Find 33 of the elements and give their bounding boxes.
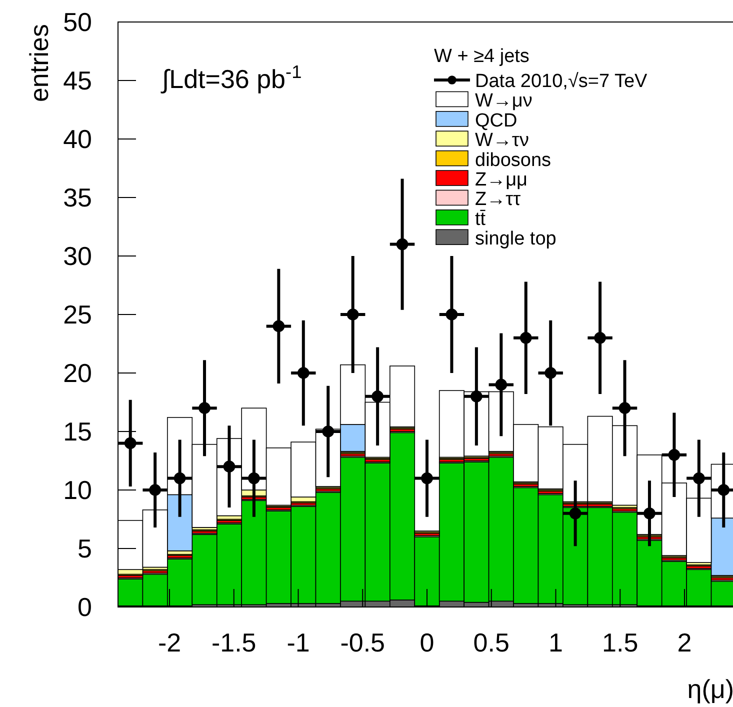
x-tick-label: -1	[286, 627, 310, 658]
legend-label: single top	[475, 228, 556, 250]
y-tick-label: 50	[63, 7, 92, 38]
x-tick-label: 2	[677, 627, 692, 658]
x-tick-label: -1.5	[211, 627, 256, 658]
annotation: ∫Ldt=36 pb$^{-1}$	[160, 62, 302, 94]
x-tick-label: 0.5	[473, 627, 510, 658]
legend-label: tt̄	[475, 208, 486, 230]
y-tick-label: 45	[63, 66, 92, 96]
legend-label: W→τν	[475, 130, 529, 152]
legend-label: QCD	[475, 110, 518, 132]
y-tick-label: 10	[63, 475, 92, 506]
x-tick-label: -0.5	[340, 627, 386, 658]
y-axis-title: entries	[24, 24, 54, 102]
y-tick-label: 25	[63, 300, 92, 330]
y-tick-label: 0	[78, 592, 92, 622]
x-tick-label: 0	[420, 627, 434, 658]
x-tick-label: 1.5	[602, 627, 638, 658]
legend-label: Z→μμ	[475, 170, 528, 190]
x-tick-label: 1	[548, 627, 563, 658]
y-tick-label: 20	[63, 358, 92, 388]
legend-title: W + ≥4 jets	[434, 46, 530, 67]
legend-label: dibosons	[475, 150, 552, 171]
legend-label: Data 2010,√s=7 TeV	[475, 71, 648, 92]
x-tick-label: -2	[158, 627, 182, 658]
legend-label: W→μν	[475, 90, 532, 112]
y-tick-label: 40	[63, 124, 92, 154]
legend-label: Z→ττ	[475, 189, 522, 210]
y-tick-label: 35	[63, 182, 92, 213]
y-tick-label: 5	[78, 534, 92, 564]
y-tick-label: 15	[63, 416, 92, 447]
x-axis-title: η(μ)	[687, 674, 733, 704]
y-tick-label: 30	[63, 241, 92, 272]
